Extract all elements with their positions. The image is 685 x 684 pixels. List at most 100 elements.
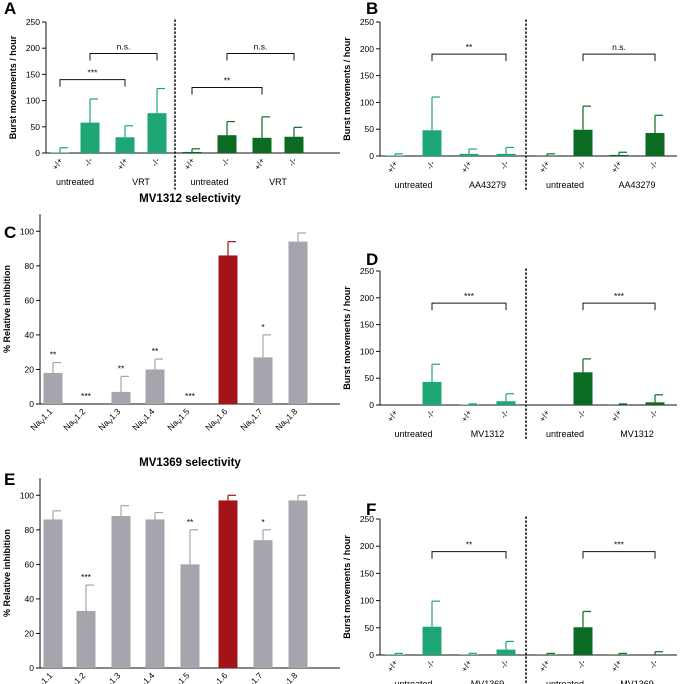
x-tick-label: -/- <box>424 159 437 171</box>
group-label: untreated <box>394 679 432 684</box>
panel-f: F 0 50 100 150 200 250 Burst movements / hour +/… <box>342 500 677 684</box>
y-tick-label: 250 <box>360 514 374 524</box>
y-tick-label: 100 <box>26 96 40 106</box>
y-tick-label: 60 <box>25 559 35 569</box>
y-tick-label: 40 <box>25 330 35 340</box>
significance-label: * <box>261 517 265 527</box>
significance-bracket <box>191 87 263 95</box>
significance-label: ** <box>224 76 231 86</box>
bar <box>145 519 165 668</box>
bar <box>218 255 238 404</box>
significance-label: n.s. <box>612 42 626 52</box>
x-tick-label: NaV1.6 <box>203 670 231 684</box>
x-tick-label: NaV1.6 <box>203 406 231 434</box>
bar <box>218 500 238 668</box>
bar <box>537 155 557 156</box>
x-tick-label: NaV1.5 <box>165 670 193 684</box>
x-tick-label: -/- <box>575 159 588 171</box>
x-tick-label: NaV1.5 <box>165 406 193 434</box>
y-tick-label: 200 <box>360 293 374 303</box>
significance-label: ** <box>118 363 125 373</box>
y-tick-label: 50 <box>365 623 375 633</box>
x-tick-label: -/- <box>498 408 511 420</box>
x-tick-label: -/- <box>82 156 95 168</box>
y-tick-label: 100 <box>20 226 34 236</box>
y-tick-label: 150 <box>360 320 374 330</box>
bar <box>288 241 308 404</box>
group-label: untreated <box>190 177 228 187</box>
y-axis-label: Burst movements / hour <box>342 37 352 141</box>
panel-d: D 0 50 100 150 200 250 Burst movements / hour +/… <box>342 250 677 442</box>
x-tick-label: NaV1.3 <box>96 670 124 684</box>
group-label: MV1312 <box>620 429 654 439</box>
significance-label: ** <box>466 42 473 52</box>
significance-label: * <box>261 322 265 332</box>
x-tick-label: -/- <box>498 159 511 171</box>
x-tick-label: +/+ <box>385 408 400 424</box>
x-tick-label: +/+ <box>385 658 400 674</box>
panel-letter: D <box>366 250 378 269</box>
y-axis-label: Burst movements / hour <box>342 535 352 639</box>
significance-bracket <box>59 79 126 87</box>
significance-bracket <box>582 302 656 311</box>
y-axis-label: Burst movements / hour <box>342 286 352 390</box>
y-tick-label: 80 <box>25 261 35 271</box>
x-tick-label: -/- <box>424 658 437 670</box>
y-tick-label: 60 <box>25 295 35 305</box>
group-label: untreated <box>394 180 432 190</box>
bar <box>537 654 557 655</box>
y-tick-label: 80 <box>25 525 35 535</box>
x-tick-label: -/- <box>424 408 437 420</box>
panel-letter: E <box>4 470 15 489</box>
bar <box>50 152 70 153</box>
x-tick-label: NaV1.1 <box>28 406 56 434</box>
panel-c: C MV1312 selectivity 0 20 40 60 80 100 % Relativ… <box>2 193 340 434</box>
significance-bracket <box>431 551 507 559</box>
y-axis-label: % Relative inhibition <box>2 529 12 617</box>
bar <box>43 372 63 404</box>
x-tick-label: NaV1.8 <box>273 670 301 684</box>
bar <box>573 129 593 156</box>
y-tick-label: 50 <box>365 124 375 134</box>
panel-b: B 0 50 100 150 200 250 Burst movements / hour +/… <box>342 0 677 193</box>
group-label: VRT <box>132 177 150 187</box>
y-tick-label: 40 <box>25 594 35 604</box>
group-label: untreated <box>546 679 584 684</box>
x-tick-label: +/+ <box>385 159 400 175</box>
bar <box>573 372 593 405</box>
panel-letter: C <box>4 223 16 242</box>
bar <box>459 404 479 405</box>
bar <box>609 154 629 156</box>
y-tick-label: 150 <box>360 71 374 81</box>
x-tick-label: NaV1.3 <box>96 406 124 434</box>
bar <box>180 564 200 668</box>
bar <box>385 155 405 156</box>
y-tick-label: 50 <box>365 373 375 383</box>
y-tick-label: 200 <box>360 541 374 551</box>
bar <box>496 649 516 655</box>
bar <box>111 391 131 404</box>
significance-bracket <box>431 53 507 62</box>
x-tick-label: -/- <box>575 408 588 420</box>
significance-label: *** <box>614 291 625 301</box>
bar <box>385 654 405 655</box>
x-tick-label: +/+ <box>459 159 474 175</box>
y-tick-label: 250 <box>26 17 40 27</box>
y-axis-label: % Relative inhibition <box>2 265 12 353</box>
x-tick-label: -/- <box>149 156 162 168</box>
group-label: untreated <box>546 180 584 190</box>
x-tick-label: NaV1.2 <box>61 406 89 434</box>
bar <box>459 153 479 156</box>
significance-label: n.s. <box>117 41 131 51</box>
bar <box>182 151 202 153</box>
chart-title: MV1369 selectivity <box>139 457 241 469</box>
y-tick-label: 0 <box>369 151 374 161</box>
y-tick-label: 20 <box>25 364 35 374</box>
significance-bracket <box>89 52 158 61</box>
x-tick-label: +/+ <box>609 658 624 674</box>
y-tick-label: 150 <box>360 568 374 578</box>
x-tick-label: +/+ <box>537 658 552 674</box>
group-label: VRT <box>269 177 287 187</box>
significance-label: ** <box>152 346 159 356</box>
